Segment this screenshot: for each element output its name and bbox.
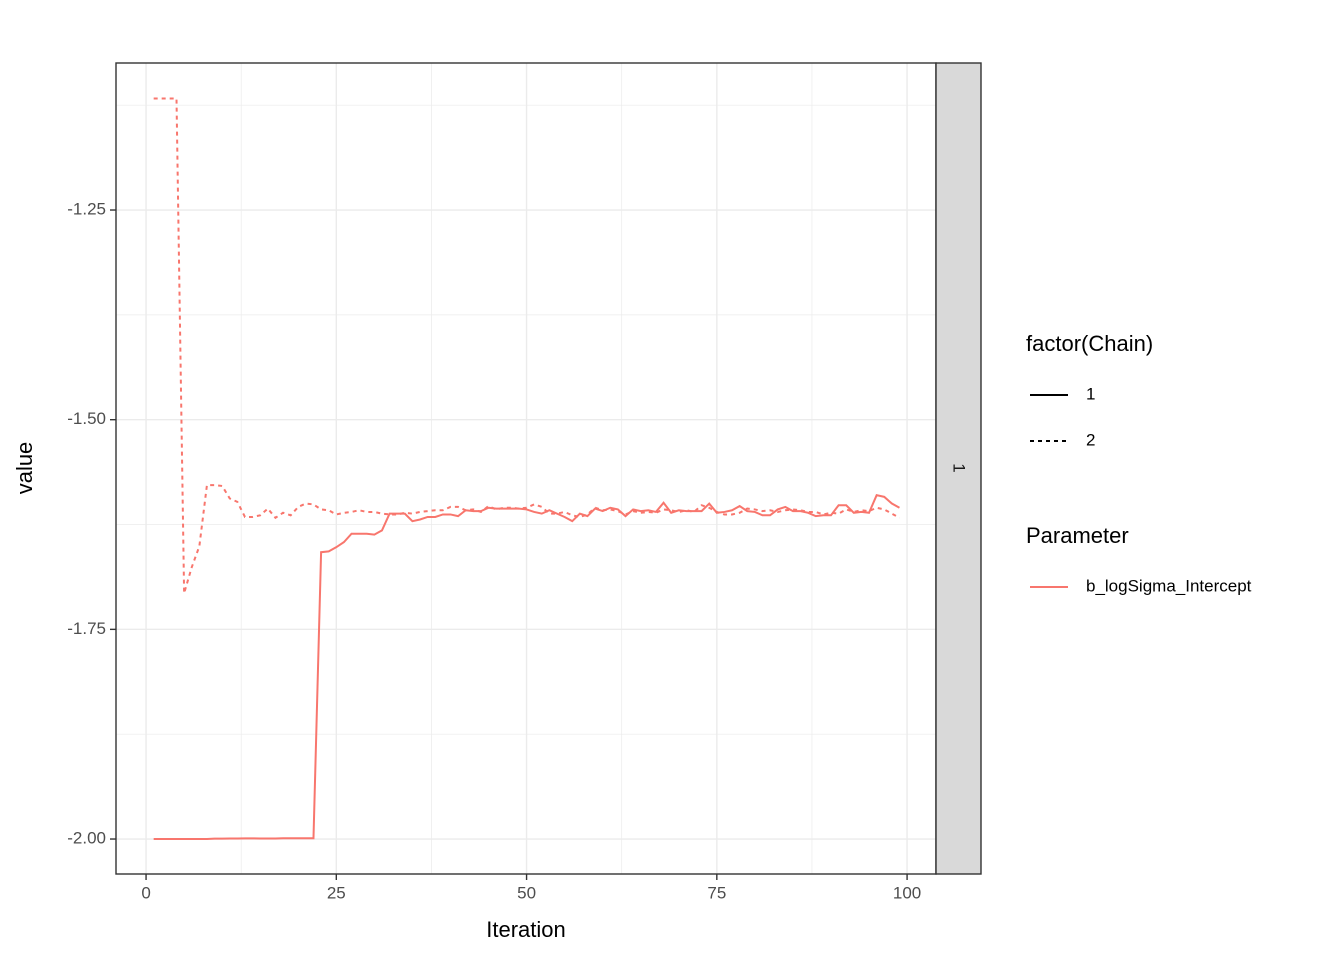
y-tick-label: -2.00 (67, 829, 106, 848)
y-tick-label: -1.75 (67, 619, 106, 638)
plot (153, 97, 900, 841)
x-tick-label: 0 (141, 883, 150, 902)
x-tick-label: 100 (893, 883, 921, 902)
y-tick-label: -1.50 (67, 409, 106, 428)
legend-label: b_logSigma_Intercept (1086, 576, 1252, 595)
y-axis-title: value (12, 442, 37, 495)
facet-strip (935, 62, 982, 875)
facet-label: 1 (950, 463, 969, 472)
legend: 1 2 b_logSigma_Intercept (1030, 384, 1252, 595)
legend-label: 2 (1086, 430, 1095, 449)
y-tick-label: -1.25 (67, 200, 106, 219)
legend-title: factor(Chain) (1026, 331, 1153, 356)
series-line (153, 97, 900, 594)
x-axis-title: Iteration (486, 917, 566, 942)
series-line (153, 494, 900, 841)
x-tick-label: 50 (517, 883, 536, 902)
legend-title: Parameter (1026, 523, 1129, 548)
grid (116, 63, 936, 874)
legend-label: 1 (1086, 384, 1095, 403)
x-tick-label: 25 (327, 883, 346, 902)
x-tick-label: 75 (707, 883, 726, 902)
